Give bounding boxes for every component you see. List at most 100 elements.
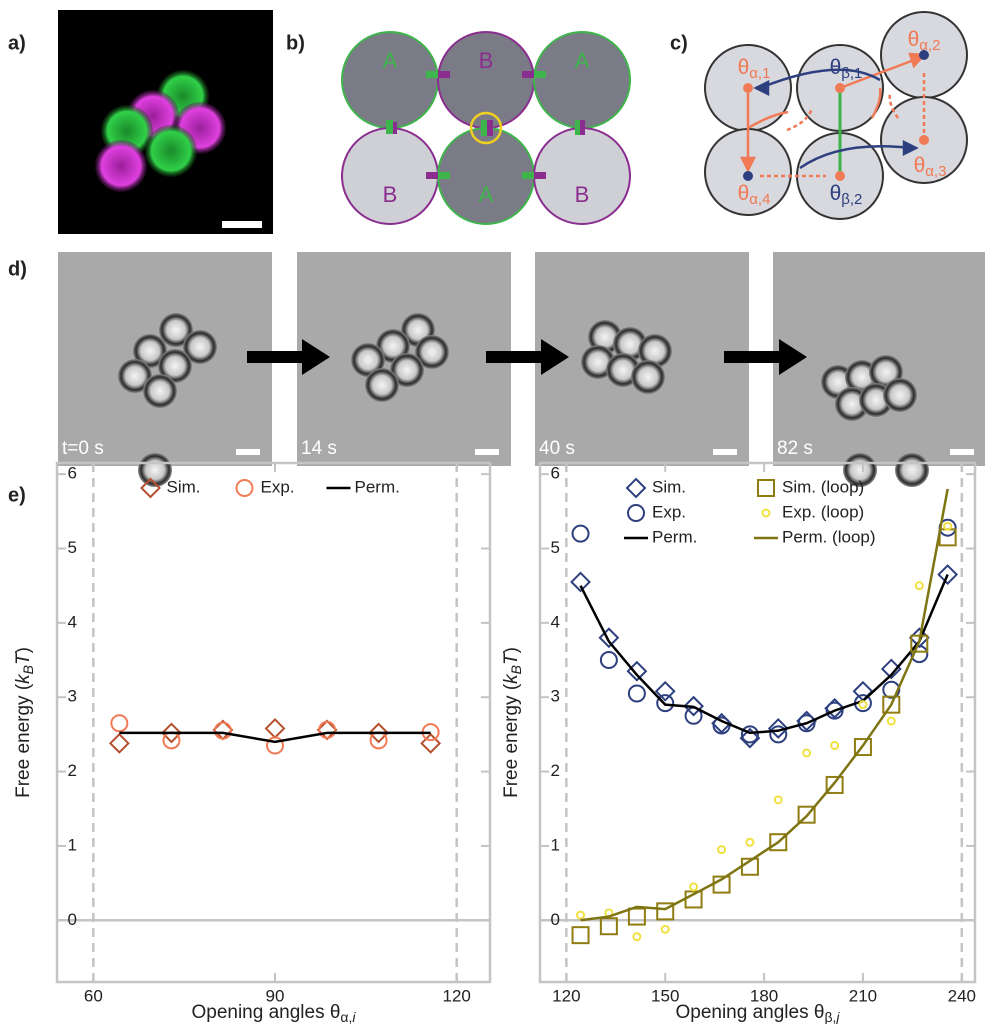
y-tick-label: 3 [68, 687, 77, 706]
dot-marker [633, 933, 640, 940]
y-axis-label-part: ) [501, 647, 522, 653]
y-tick-label: 5 [551, 538, 560, 557]
x-axis-label-part: i [352, 1009, 356, 1024]
circle-marker [628, 505, 644, 521]
circle-marker [111, 715, 127, 731]
square-marker [573, 927, 589, 943]
angle-diagram: θα,1θβ,1θα,2θα,4θβ,2θα,3 [705, 12, 967, 219]
circle-marker [601, 652, 617, 668]
chart: 60901200123456Opening angles θα,iFree en… [13, 463, 490, 1024]
angle-symbol: θ [830, 56, 842, 79]
y-tick-label: 0 [551, 910, 560, 929]
time-label: t=0 s [62, 438, 104, 459]
x-tick-label: 240 [948, 986, 976, 1005]
fluorescence-image [58, 10, 273, 234]
square-marker [629, 909, 645, 925]
circle-marker [163, 732, 179, 748]
x-axis-label-part: α, [340, 1009, 352, 1024]
y-tick-label: 0 [68, 910, 77, 929]
dot-marker [763, 510, 770, 517]
legend-label: Perm. (loop) [782, 527, 876, 546]
page: a) b) c) d) e) A B A B A B [0, 0, 985, 1024]
legend-label: Sim. [167, 477, 201, 496]
diamond-marker [628, 662, 646, 680]
y-tick-label: 6 [551, 464, 560, 483]
y-tick-label: 5 [68, 538, 77, 557]
lattice-diagram: A B A B A B [342, 32, 630, 224]
y-axis-label: Free energy (kBT) [501, 647, 524, 798]
diamond-marker [627, 479, 645, 497]
circle-marker [629, 686, 645, 702]
node-label: A [575, 48, 590, 73]
y-axis-label-part: Free energy ( [13, 683, 34, 798]
dot-marker [718, 846, 725, 853]
legend-label: Exp. [261, 477, 295, 496]
x-tick-label: 210 [849, 986, 877, 1005]
legend-label: Perm. [355, 477, 400, 496]
angle-symbol: θ [908, 28, 920, 51]
y-tick-label: 2 [551, 761, 560, 780]
dot-marker [916, 582, 923, 589]
panel-label: e) [8, 484, 26, 506]
angle-symbol: θ [914, 154, 926, 177]
square-marker [940, 529, 956, 545]
angle-symbol: θ [830, 182, 842, 205]
y-tick-label: 3 [551, 687, 560, 706]
angle-subscript: α,4 [749, 191, 770, 208]
node-label: A [479, 182, 494, 207]
diamond-marker [266, 719, 284, 737]
y-axis-label-part: B [508, 665, 524, 674]
circle-marker [371, 732, 387, 748]
y-tick-label: 4 [68, 612, 77, 631]
angle-subscript: α,1 [749, 65, 770, 82]
series-line [581, 575, 948, 733]
y-axis-label-part: ) [13, 647, 34, 653]
y-tick-label: 1 [551, 835, 560, 854]
legend-label: Perm. [652, 527, 697, 546]
panel-label: b) [286, 32, 305, 54]
angle-symbol: θ [738, 56, 750, 79]
dot-marker [888, 718, 895, 725]
legend-label: Sim. (loop) [782, 477, 864, 496]
x-axis-label-part: Opening angles θ [675, 1002, 824, 1023]
angle-symbol: θ [738, 182, 750, 205]
x-axis-label-part: Opening angles θ [191, 1002, 340, 1023]
x-axis-label: Opening angles θβ,j [675, 1002, 840, 1024]
series-line [581, 489, 948, 920]
x-axis-label: Opening angles θα,i [191, 1002, 356, 1024]
node-label: B [479, 48, 494, 73]
dot-marker [803, 749, 810, 756]
y-axis-label-part: B [20, 665, 36, 674]
dot-marker [746, 839, 753, 846]
node-label: B [575, 182, 590, 207]
angle-subscript: α,2 [919, 37, 940, 54]
panel-label: c) [670, 32, 688, 54]
dot-marker [690, 883, 697, 890]
y-tick-label: 1 [68, 835, 77, 854]
legend-label: Exp. [652, 502, 686, 521]
legend-label: Sim. [652, 477, 686, 496]
dot-marker [831, 742, 838, 749]
micrograph-sequence: t=0 s 14 s 40 s 82 s [58, 252, 985, 487]
x-tick-label: 60 [84, 986, 103, 1005]
time-label: 82 s [777, 438, 813, 459]
plot-frame [540, 463, 975, 982]
plot-frame [57, 463, 490, 982]
legend-label: Exp. (loop) [782, 502, 864, 521]
square-marker [758, 480, 774, 496]
x-axis-label-part: β, [824, 1009, 836, 1024]
x-tick-label: 120 [443, 986, 471, 1005]
circle-marker [215, 723, 231, 739]
y-tick-label: 4 [551, 612, 560, 631]
panel-label: a) [8, 32, 26, 54]
dot-marker [775, 796, 782, 803]
circle-marker [319, 722, 335, 738]
panel-label: d) [8, 258, 27, 280]
time-label: 40 s [539, 438, 575, 459]
node-label: B [383, 182, 398, 207]
y-tick-label: 6 [68, 464, 77, 483]
y-axis-label-part: Free energy ( [501, 683, 522, 798]
time-label: 14 s [301, 438, 337, 459]
figure: a) b) c) d) e) A B A B A B [0, 0, 985, 1024]
